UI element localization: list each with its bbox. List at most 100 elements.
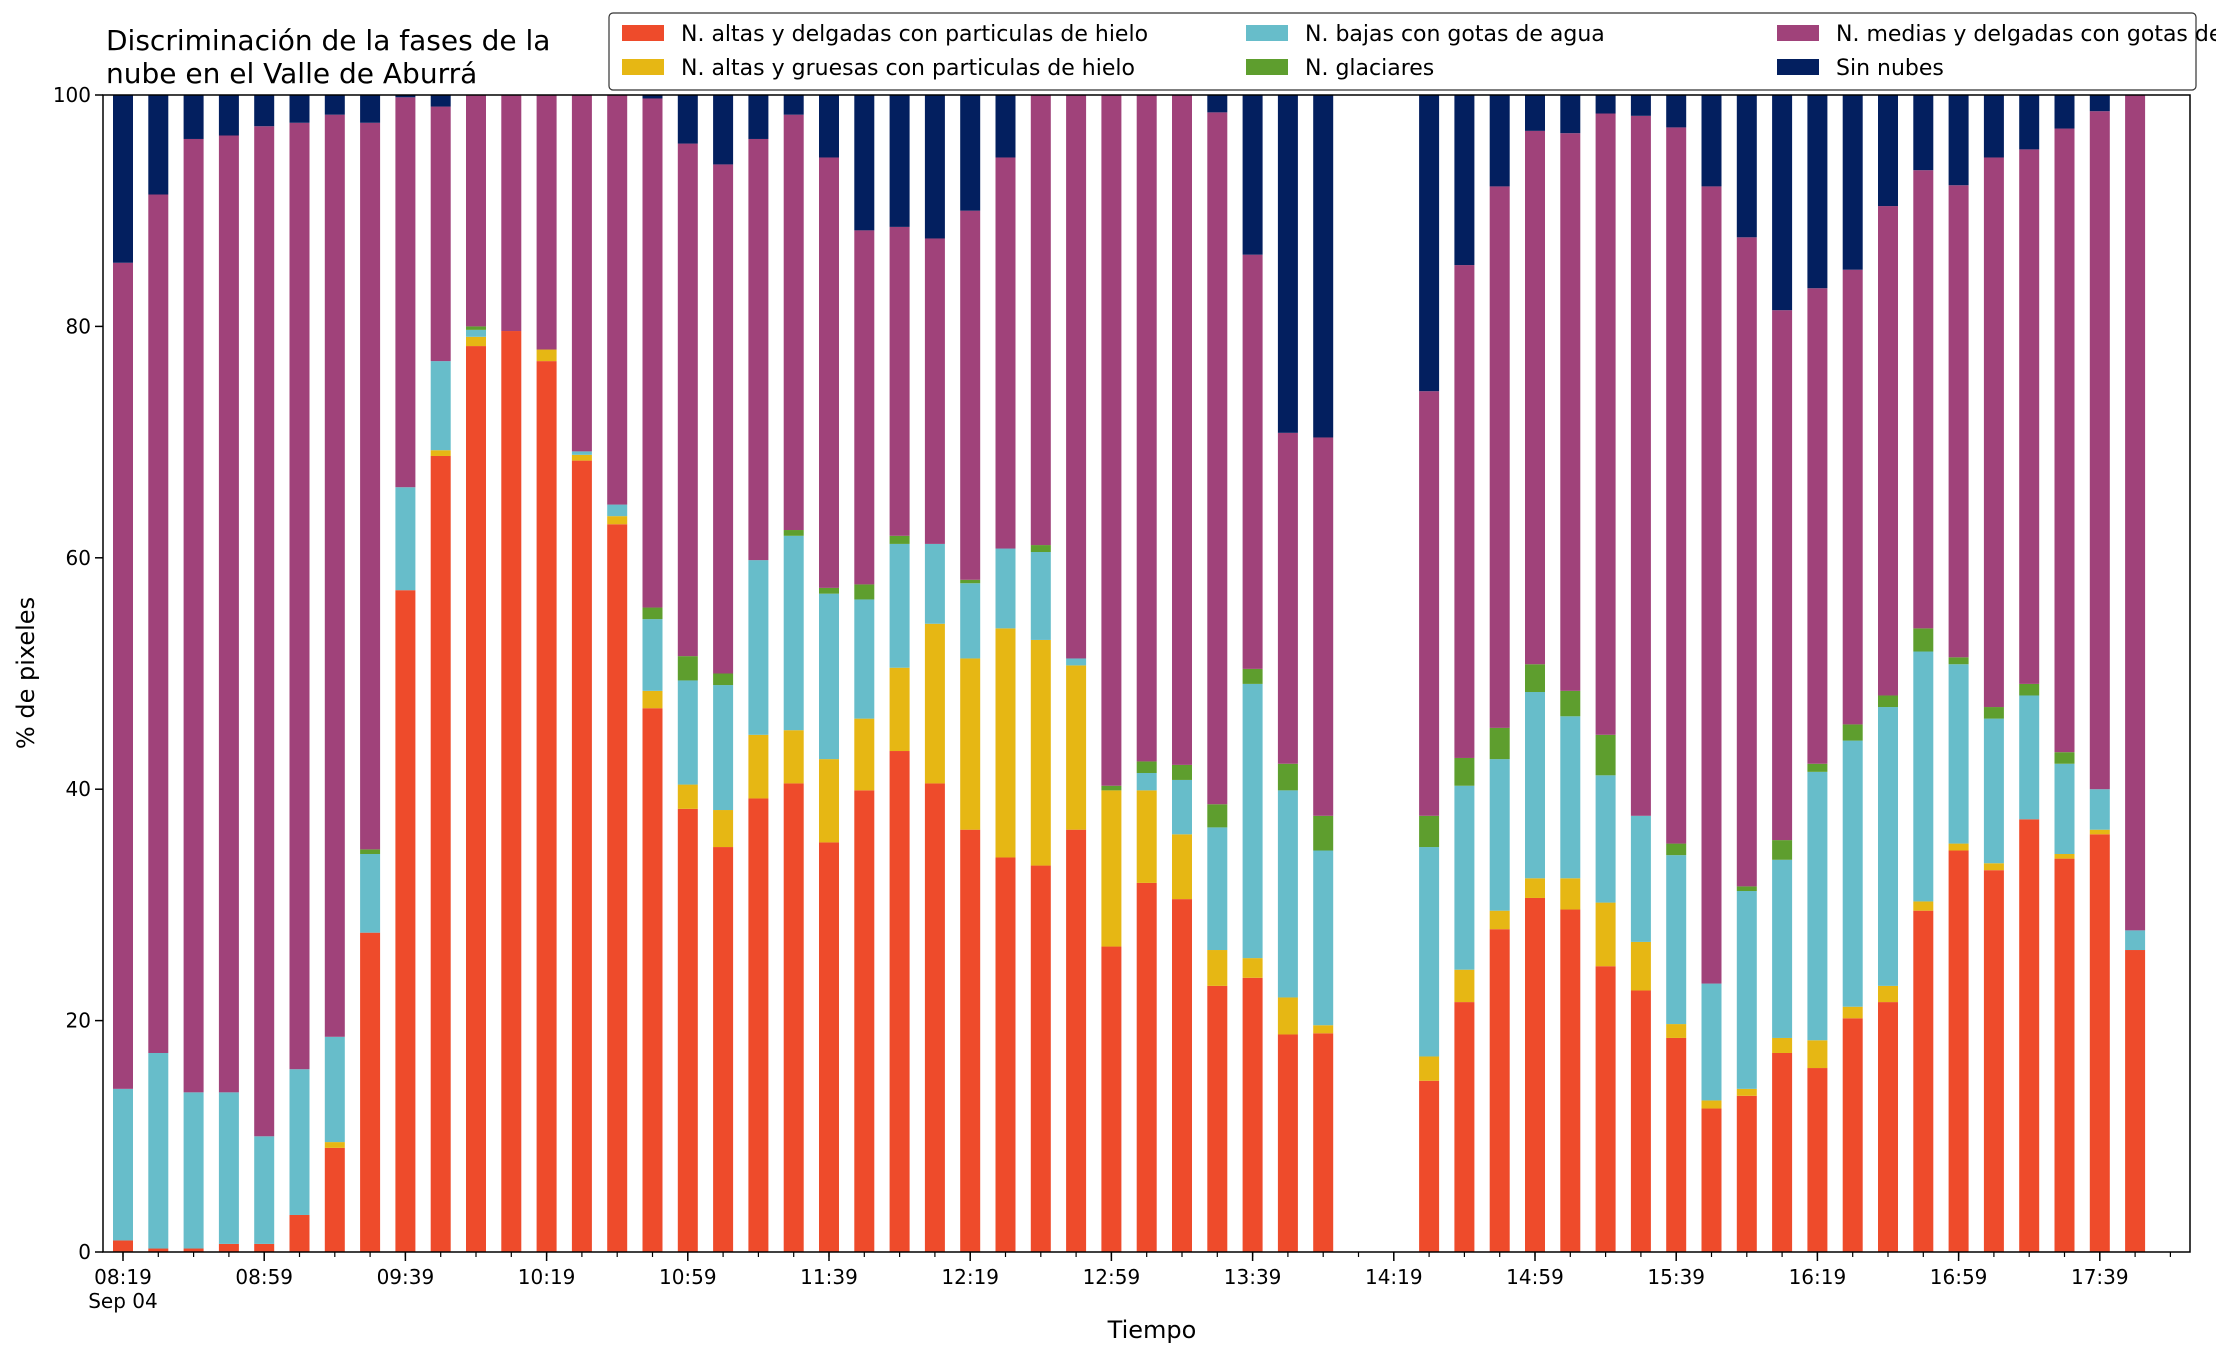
- bar-segment-1449-s4: [1489, 186, 1510, 728]
- bar-segment-1659-s5: [1948, 95, 1969, 186]
- bar-segment-1649-s2: [1913, 651, 1934, 902]
- bar-segment-1619-s0: [1807, 1068, 1828, 1252]
- bar-segment-1619-s2: [1807, 771, 1828, 1041]
- bar-segment-1749-s2: [2125, 930, 2146, 951]
- bar-segment-0919-s2: [324, 1036, 345, 1143]
- bar-segment-1539-s1: [1666, 1024, 1687, 1038]
- bar-segment-0849-s2: [218, 1092, 239, 1244]
- bar-segment-1519-s0: [1595, 966, 1616, 1252]
- legend-swatch-0: [622, 25, 664, 41]
- bar-segment-1549-s5: [1701, 95, 1722, 187]
- bar-segment-1609-s1: [1772, 1037, 1793, 1053]
- bar-segment-1119-s1: [748, 734, 769, 799]
- bar-segment-1459-s0: [1525, 897, 1545, 1252]
- bar-segment-1529-s2: [1630, 815, 1651, 942]
- bar-segment-1049-s2: [642, 619, 663, 691]
- bar-segment-1139-s0: [819, 842, 839, 1252]
- bar-segment-1149-s5: [854, 95, 875, 231]
- legend-swatch-1: [622, 59, 664, 75]
- bar-segment-1329-s3: [1207, 804, 1228, 828]
- bar-segment-0829-s5: [148, 95, 169, 195]
- x-tick-label-1219: 12:19: [941, 1265, 999, 1289]
- bar-segment-1649-s1: [1913, 901, 1934, 911]
- bar-segment-1049-s4: [642, 98, 663, 608]
- bar-segment-0919-s1: [324, 1142, 345, 1148]
- bar-segment-1319-s3: [1172, 764, 1192, 780]
- bar-segment-1649-s3: [1913, 628, 1934, 652]
- bar-segment-1709-s4: [1983, 157, 2004, 708]
- y-tick-label-20: 20: [66, 1009, 91, 1033]
- bar-segment-1559-s4: [1736, 237, 1757, 887]
- bar-segment-1119-s2: [748, 560, 769, 735]
- bar-segment-1429-s4: [1419, 391, 1440, 816]
- y-tick-label-60: 60: [66, 546, 91, 570]
- x-tick-label-1539: 15:39: [1647, 1265, 1705, 1289]
- bar-segment-1029-s0: [571, 460, 592, 1252]
- bar-segment-1309-s1: [1136, 790, 1157, 883]
- bar-segment-1449-s3: [1489, 727, 1510, 760]
- bar-segment-1659-s1: [1948, 843, 1969, 851]
- bar-segment-1149-s0: [854, 790, 875, 1252]
- bar-segment-1359-s0: [1313, 1033, 1334, 1252]
- bar-segment-1609-s0: [1772, 1053, 1793, 1252]
- bar-segment-1349-s0: [1277, 1034, 1298, 1252]
- legend: N. altas y delgadas con particulas de hi…: [608, 12, 2216, 91]
- bar-segment-1059-s5: [677, 95, 698, 144]
- bar-segment-0909-s4: [289, 122, 310, 1070]
- legend-swatch-3: [1246, 59, 1288, 75]
- bar-segment-1619-s5: [1807, 95, 1828, 289]
- bar-segment-1159-s4: [889, 226, 910, 536]
- bar-segment-1629-s5: [1842, 95, 1863, 270]
- bar-segment-1329-s1: [1207, 950, 1228, 986]
- bar-segment-1459-s2: [1525, 692, 1545, 879]
- bar-segment-1219-s3: [960, 579, 981, 584]
- bar-segment-1039-s2: [607, 504, 628, 517]
- bar-segment-1509-s5: [1560, 95, 1581, 134]
- bar-segment-1309-s3: [1136, 761, 1157, 773]
- bar-segment-1639-s1: [1878, 985, 1898, 1003]
- bar-segment-0939-s5: [395, 95, 416, 98]
- bar-segment-0949-s2: [430, 361, 451, 451]
- bar-segment-1149-s1: [854, 718, 875, 791]
- bar-segment-0959-s1: [466, 336, 486, 347]
- bar-segment-1649-s0: [1913, 910, 1934, 1252]
- x-tick-label-1139: 11:39: [800, 1265, 858, 1289]
- bar-segment-0859-s4: [254, 126, 275, 1137]
- bar-segment-1219-s2: [960, 583, 981, 659]
- bar-segment-1009-s4: [501, 95, 522, 332]
- legend-entry-4: N. medias y delgadas con gotas de agua: [1836, 22, 2216, 47]
- bar-segment-1529-s0: [1630, 990, 1651, 1252]
- bar-segment-1539-s4: [1666, 127, 1687, 844]
- bar-segment-1719-s5: [2019, 95, 2040, 150]
- bar-segment-0839-s0: [183, 1248, 204, 1252]
- bar-segment-1649-s4: [1913, 170, 1934, 629]
- bar-segment-1149-s2: [854, 599, 875, 719]
- bar-segment-1029-s4: [571, 95, 592, 452]
- bar-segment-0929-s5: [360, 95, 381, 123]
- bar-segment-1259-s1: [1101, 790, 1122, 947]
- bar-segment-1049-s0: [642, 708, 663, 1252]
- bar-segment-1739-s5: [2089, 95, 2110, 112]
- bar-segment-0939-s4: [395, 97, 416, 488]
- bar-segment-1319-s0: [1172, 899, 1192, 1252]
- x-date-label: Sep 04: [88, 1289, 158, 1313]
- bar-segment-1159-s1: [889, 667, 910, 752]
- x-tick-label-1659: 16:59: [1930, 1265, 1988, 1289]
- bar-segment-1519-s5: [1595, 95, 1616, 114]
- bar-segment-1129-s3: [783, 530, 804, 536]
- bar-segment-1139-s2: [819, 593, 839, 760]
- bar-segment-1109-s0: [713, 847, 734, 1252]
- bar-segment-1149-s3: [854, 584, 875, 600]
- x-tick-label-1459: 14:59: [1506, 1265, 1564, 1289]
- bar-segment-1249-s4: [1066, 95, 1087, 659]
- bar-segment-1039-s0: [607, 524, 628, 1252]
- bar-segment-1019-s4: [536, 95, 557, 350]
- bar-segment-1609-s3: [1772, 840, 1793, 860]
- bar-segment-1529-s4: [1630, 115, 1651, 816]
- bar-segment-1719-s2: [2019, 695, 2040, 820]
- bar-segment-1739-s4: [2089, 111, 2110, 790]
- bar-segment-1049-s1: [642, 690, 663, 709]
- bar-segment-1229-s2: [995, 548, 1016, 629]
